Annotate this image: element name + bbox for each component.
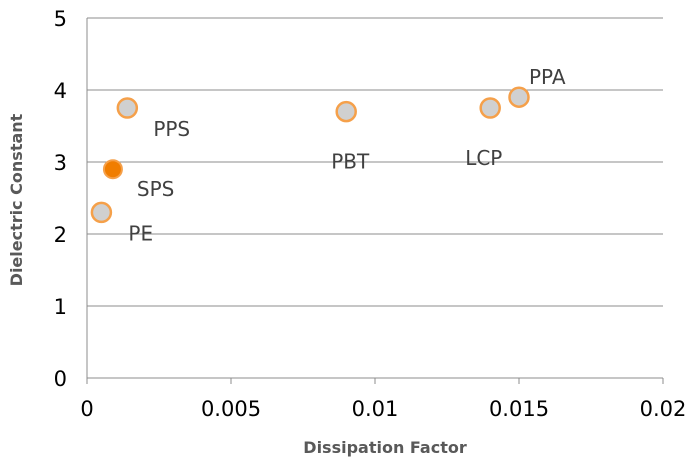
- point-label-pe: PE: [128, 221, 153, 245]
- data-point-pe: [90, 201, 113, 224]
- point-label-pps: PPS: [153, 117, 190, 141]
- point-label-pbt: PBT: [331, 150, 370, 174]
- point-label-lcp: LCP: [465, 146, 502, 170]
- x-tick-label: 0.01: [352, 397, 399, 421]
- y-tick-label: 5: [54, 7, 67, 31]
- data-point-lcp: [479, 97, 501, 119]
- axes: [86, 18, 664, 384]
- x-axis-title: Dissipation Factor: [303, 438, 467, 457]
- y-tick-label: 1: [54, 295, 67, 319]
- data-points: [90, 86, 530, 224]
- data-point-pbt: [335, 100, 357, 123]
- x-tick-label: 0: [80, 397, 93, 421]
- y-tick-label: 3: [54, 151, 67, 175]
- grid-lines: [87, 17, 663, 307]
- x-tick-label: 0.015: [489, 397, 549, 421]
- y-tick-label: 2: [54, 223, 67, 247]
- y-tick-label: 4: [54, 79, 67, 103]
- x-tick-label: 0.005: [201, 397, 261, 421]
- data-point-sps: [102, 159, 123, 180]
- point-label-sps: SPS: [137, 177, 174, 201]
- tick-labels: 0 1 2 3 4 5 0 0.005 0.01 0.015 0.02: [54, 7, 687, 421]
- y-axis-title: Dielectric Constant: [7, 113, 26, 286]
- data-point-pps: [116, 97, 139, 119]
- point-label-ppa: PPA: [529, 65, 566, 89]
- data-point-ppa: [508, 86, 530, 108]
- y-tick-label: 0: [54, 367, 67, 391]
- x-tick-label: 0.02: [640, 397, 687, 421]
- point-labels: PE SPS PPS PBT LCP PPA: [128, 65, 565, 245]
